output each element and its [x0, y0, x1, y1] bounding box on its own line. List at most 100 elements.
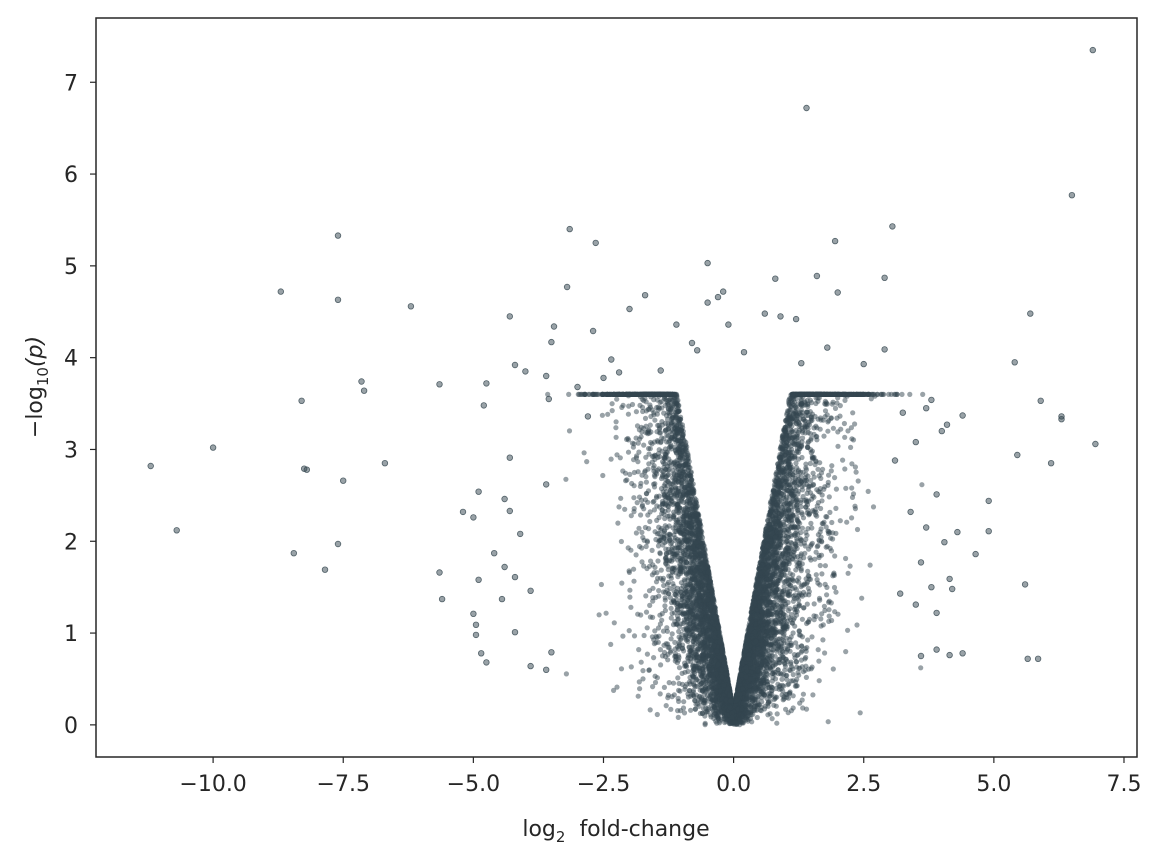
dense-point	[655, 558, 661, 564]
dense-point	[643, 479, 650, 485]
dense-point	[808, 477, 814, 484]
dense-point	[919, 482, 925, 488]
dense-point	[849, 461, 855, 467]
dense-point	[628, 513, 634, 519]
dense-point	[668, 615, 674, 621]
dense-point	[642, 497, 649, 503]
dense-point	[638, 497, 645, 503]
dense-point	[679, 670, 685, 677]
dense-point	[657, 612, 663, 618]
dense-point	[845, 428, 851, 434]
dense-point	[832, 405, 839, 411]
dense-point	[676, 680, 682, 687]
dense-point	[796, 575, 802, 581]
dense-point	[812, 556, 818, 562]
dense-point	[566, 391, 572, 397]
dense-point	[635, 693, 641, 699]
dense-point	[798, 649, 804, 655]
dense-point	[682, 686, 688, 692]
dense-point	[651, 655, 657, 661]
dense-point	[822, 563, 829, 569]
dense-point	[848, 425, 855, 431]
dense-point	[651, 507, 658, 513]
dense-point	[636, 647, 642, 653]
dense-point	[805, 568, 811, 575]
dense-point	[819, 611, 825, 617]
dense-point	[829, 401, 836, 407]
dense-point	[654, 711, 660, 718]
dense-point	[649, 572, 656, 578]
dense-point	[790, 672, 796, 678]
dense-point	[656, 588, 662, 594]
dense-point	[868, 396, 874, 402]
dense-point	[626, 568, 632, 574]
dense-point	[618, 666, 625, 672]
dense-point	[608, 456, 614, 462]
dense-point	[849, 494, 856, 500]
dense-point	[853, 469, 859, 475]
dense-point	[644, 651, 651, 657]
dense-point	[584, 459, 590, 465]
dense-point	[799, 697, 805, 703]
dense-point	[622, 506, 628, 512]
dense-point	[633, 552, 639, 558]
dense-point	[811, 617, 817, 623]
dense-point	[849, 515, 855, 521]
dense-point	[668, 706, 674, 712]
dense-point	[662, 603, 668, 609]
dense-point	[809, 525, 815, 531]
dense-point	[820, 637, 826, 643]
dense-point	[821, 433, 827, 439]
dense-point	[825, 719, 831, 725]
dense-point	[618, 495, 624, 501]
dense-point	[822, 607, 828, 614]
dense-point	[633, 409, 640, 415]
dense-point	[790, 705, 796, 711]
dense-point	[638, 612, 644, 618]
dense-point	[647, 518, 653, 525]
dense-point	[780, 649, 786, 655]
dense-point	[842, 397, 848, 403]
dense-point	[874, 391, 880, 397]
dense-point	[637, 543, 643, 550]
dense-point	[826, 494, 832, 500]
dense-point	[636, 449, 642, 455]
dense-point	[641, 442, 647, 448]
dense-point	[793, 640, 799, 646]
dense-point	[657, 647, 664, 653]
dense-point	[625, 411, 632, 417]
dense-point	[598, 581, 605, 588]
dense-point	[847, 563, 853, 569]
dense-point	[821, 603, 828, 609]
dense-point-cloud	[545, 391, 926, 728]
dense-point	[615, 520, 621, 526]
dense-point	[637, 686, 643, 692]
dense-point	[654, 570, 660, 576]
dense-point	[832, 475, 838, 481]
dense-point	[811, 613, 817, 619]
dense-point	[603, 610, 609, 616]
dense-point	[646, 461, 652, 467]
dense-point	[825, 428, 831, 434]
dense-point	[618, 538, 625, 545]
dense-point	[631, 483, 637, 489]
dense-point	[816, 678, 822, 684]
dense-point	[815, 466, 821, 472]
dense-point	[640, 668, 646, 674]
dense-point	[842, 466, 848, 472]
dense-point	[793, 460, 799, 466]
dense-point	[788, 612, 794, 618]
dense-point	[619, 404, 625, 410]
dense-point	[832, 553, 838, 559]
dense-point	[627, 594, 633, 600]
dense-point	[840, 457, 846, 463]
dense-point	[611, 620, 617, 626]
dense-point	[639, 559, 645, 565]
dense-point	[813, 549, 819, 555]
dense-point	[681, 699, 687, 705]
dense-point	[545, 391, 551, 397]
dense-point	[631, 633, 638, 639]
dense-point	[631, 506, 637, 512]
dense-point	[680, 583, 686, 589]
